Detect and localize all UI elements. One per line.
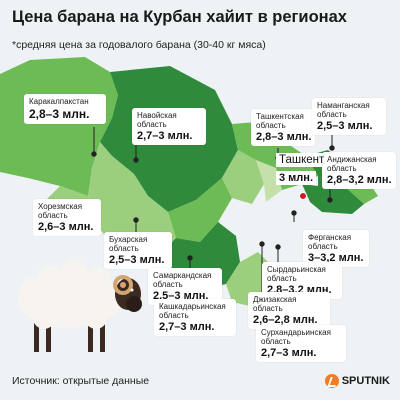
page-title: Цена барана на Курбан хайит в регионах — [12, 8, 347, 26]
region-price: 2,8–3 млн. — [256, 131, 312, 143]
tashkent-marker — [299, 192, 307, 200]
region-name: Сурхандарьинская область — [261, 328, 331, 346]
region-fergana — [302, 184, 364, 214]
region-price: 2,5–3 млн. — [109, 254, 165, 266]
region-name: Джизакская область — [253, 295, 297, 313]
label-karakalpakstan: Каракалпакстан 2,8–3 млн. — [24, 94, 106, 124]
capital-name: Ташкент — [276, 153, 328, 167]
region-price: 2,5–3 млн. — [317, 120, 373, 132]
label-tashkent-city: Ташкент 3 млн. — [276, 150, 328, 186]
region-bukhara — [88, 142, 176, 256]
region-price: 2,8–3,2 млн. — [327, 174, 392, 186]
sputnik-icon — [324, 374, 339, 388]
label-bukhara: Бухарская область 2,5–3 млн. — [104, 232, 172, 269]
capital-price: 3 млн. — [276, 171, 316, 185]
source-note: Источник: открытые данные — [12, 375, 150, 387]
label-tashkent-region: Ташкентская область 2,8–3 млн. — [251, 109, 315, 146]
sheep-illustration — [18, 260, 142, 352]
region-karakalpakstan — [0, 57, 118, 196]
region-name: Сырдарьинская область — [267, 265, 326, 283]
region-name: Хорезмская область — [38, 202, 83, 220]
region-samarkand — [168, 178, 232, 242]
region-name: Каракалпакстан — [29, 97, 89, 106]
region-syrdarya — [256, 160, 282, 202]
region-price: 2,6–2,8 млн. — [253, 314, 318, 326]
region-name: Самаркандская область — [153, 271, 212, 289]
label-fergana: Ферганская область 3–3,2 млн. — [303, 230, 369, 267]
label-andijan: Андижанская область 2,8–3,2 млн. — [322, 152, 396, 189]
region-name: Навойская область — [137, 111, 177, 129]
label-khorezm: Хорезмская область 2,6–3 млн. — [33, 199, 101, 236]
region-price: 2,7–3 млн. — [261, 347, 317, 359]
label-surkhandarya: Сурхандарьинская область 2,7–3 млн. — [256, 325, 346, 362]
region-name: Андижанская область — [327, 155, 377, 173]
region-price: 2,7–3 млн. — [159, 321, 215, 333]
label-jizzakh: Джизакская область 2,6–2,8 млн. — [248, 292, 330, 329]
label-navoi: Навойская область 2,7–3 млн. — [132, 108, 206, 145]
region-name: Наманганская область — [317, 101, 370, 119]
page-subtitle: *средняя цена за годовалого барана (30-4… — [12, 39, 266, 51]
region-price: 2,8–3 млн. — [29, 107, 90, 121]
brand-name: SPUTNIK — [341, 375, 390, 387]
label-namangan: Наманганская область 2,5–3 млн. — [312, 98, 386, 135]
region-name: Кашкадарьинская область — [159, 302, 226, 320]
region-price: 2,7–3 млн. — [137, 130, 193, 142]
region-name: Ташкентская область — [256, 112, 304, 130]
label-kashkadarya: Кашкадарьинская область 2,7–3 млн. — [154, 299, 236, 336]
region-name: Ферганская область — [308, 233, 352, 251]
region-price: 3–3,2 млн. — [308, 252, 364, 264]
region-name: Бухарская область — [109, 235, 148, 253]
brand-logo: SPUTNIK — [324, 374, 390, 388]
region-price: 2,6–3 млн. — [38, 221, 94, 233]
region-jizzakh — [222, 150, 264, 204]
